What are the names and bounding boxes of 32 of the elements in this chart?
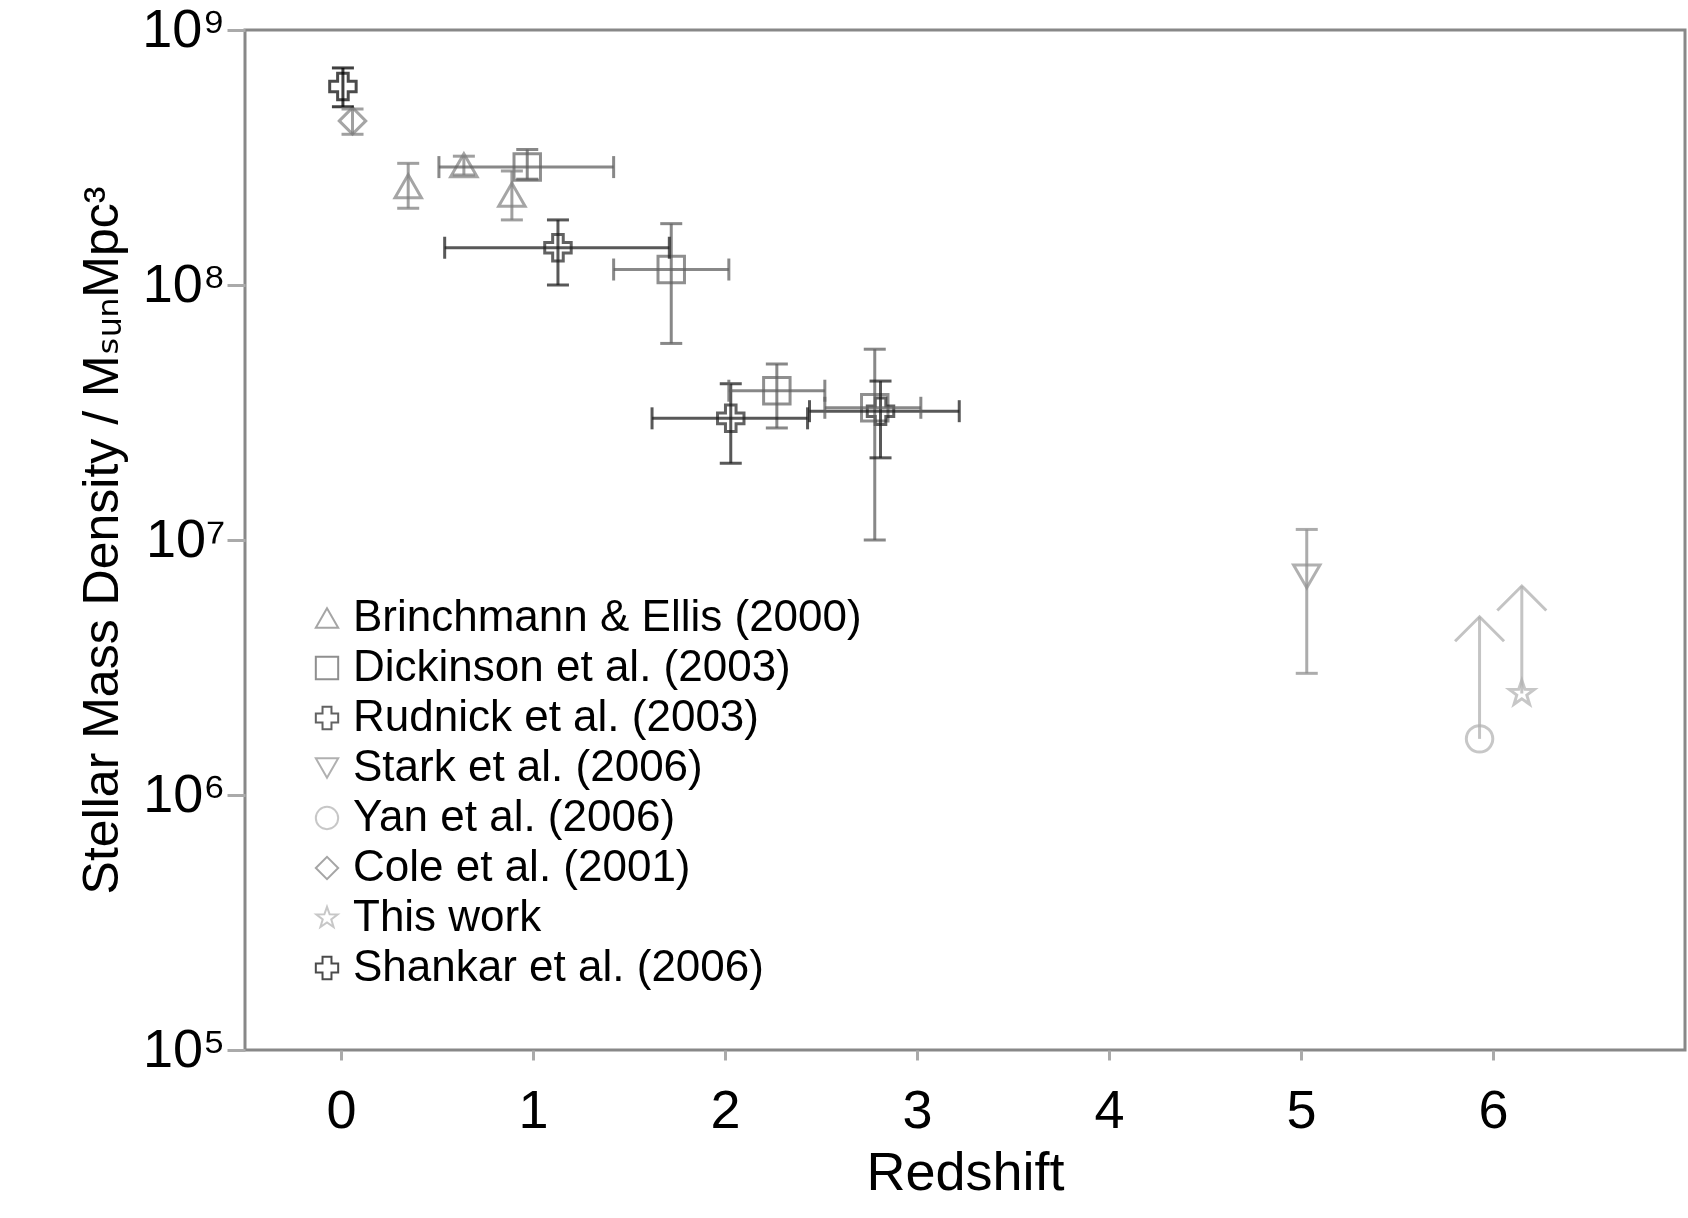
y-tick-label: 10⁹ [142, 0, 226, 58]
point [543, 233, 573, 263]
legend-label: Rudnick et al. (2003) [353, 691, 759, 740]
y-axis-title: Stellar Mass Density / MₛᵤₙMpc³ [73, 186, 130, 895]
x-tick-label: 2 [710, 1078, 741, 1139]
point [393, 173, 423, 200]
legend-label: Cole et al. (2001) [353, 841, 691, 890]
legend-label: Dickinson et al. (2003) [353, 641, 791, 690]
legend-label: Stark et al. (2006) [353, 741, 703, 790]
point [716, 403, 746, 434]
point [656, 254, 686, 285]
legend-label: This work [353, 891, 543, 940]
x-tick-label: 4 [1094, 1078, 1125, 1139]
y-tick-label: 10⁵ [143, 1017, 226, 1078]
legend-label: Yan et al. (2006) [353, 791, 676, 840]
y-tick-label: 10⁶ [143, 762, 226, 823]
legend-label: Brinchmann & Ellis (2000) [353, 591, 862, 640]
x-tick-label: 6 [1478, 1078, 1509, 1139]
point [512, 152, 542, 182]
x-axis-title: Redshift [866, 1140, 1065, 1201]
legend-label: Shankar et al. (2006) [353, 941, 764, 990]
x-tick-label: 1 [518, 1078, 549, 1139]
point [328, 71, 358, 102]
x-tick-label: 0 [326, 1078, 357, 1139]
point [762, 375, 792, 406]
point [497, 181, 527, 208]
y-tick-label: 10⁷ [145, 507, 226, 568]
x-tick-label: 5 [1286, 1078, 1317, 1139]
point [1464, 724, 1495, 754]
y-tick-label: 10⁸ [142, 252, 226, 313]
point [1292, 563, 1322, 590]
x-tick-label: 3 [902, 1078, 933, 1139]
